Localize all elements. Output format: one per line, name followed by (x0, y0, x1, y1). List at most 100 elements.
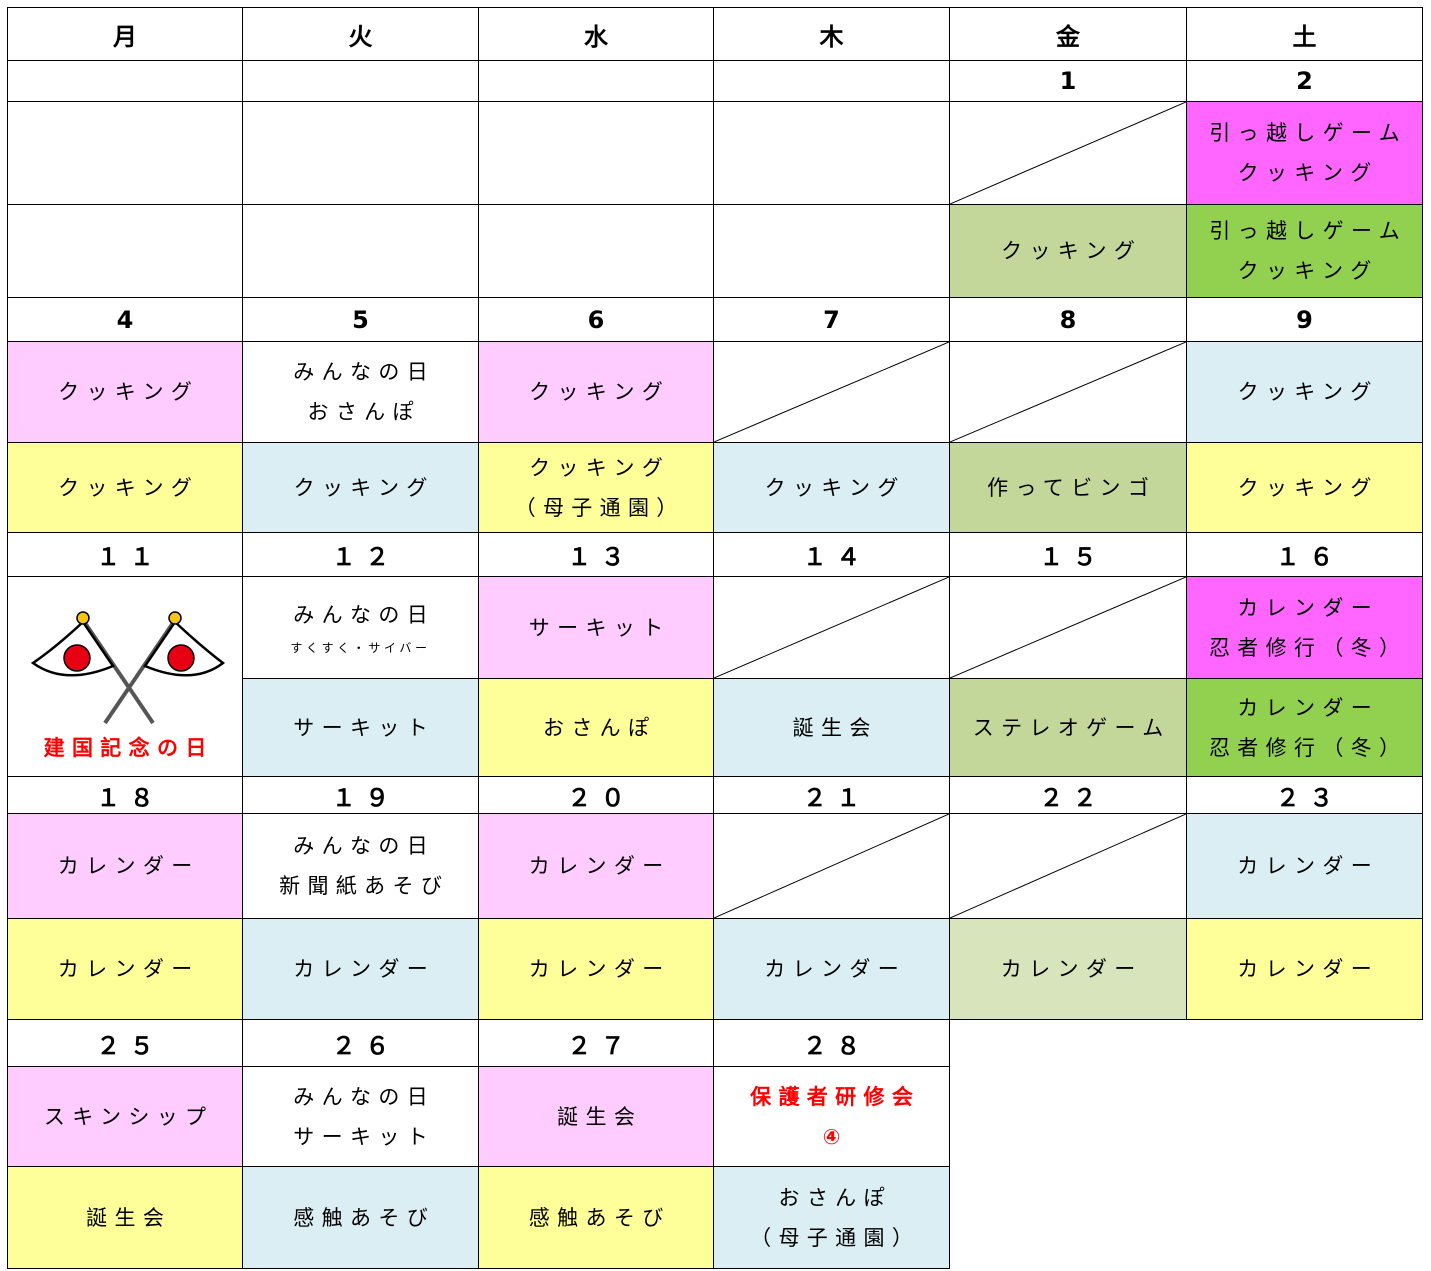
activity-text: クッキング (764, 475, 906, 500)
date-cell (242, 60, 479, 102)
date-label: 1 (1059, 67, 1086, 95)
activity-cell: 保護者研修会 ④ (713, 1066, 950, 1167)
activity-text: カレンダー (1237, 695, 1380, 720)
activity-text: クッキング (529, 455, 671, 480)
activity-cell: 誕生会 (478, 1066, 714, 1167)
activity-text: （母子通園） (514, 495, 685, 520)
activity-cell: 感触あそび (478, 1166, 714, 1269)
activity-cell: みんなの日 すくすく・サイバー (242, 576, 479, 679)
weekday-label: 金 (1056, 22, 1080, 51)
activity-cell: カレンダー (242, 918, 479, 1020)
activity-cell: クッキング （母子通園） (478, 442, 714, 533)
date-cell: 9 (1186, 297, 1423, 342)
date-label: ２５ (96, 1031, 164, 1060)
date-cell (7, 60, 243, 102)
date-label: １３ (567, 543, 635, 571)
activity-cell: みんなの日 新聞紙あそび (242, 813, 479, 919)
date-cell: ２３ (1186, 776, 1423, 814)
activity-text: クッキング (1001, 239, 1143, 263)
date-label: 6 (587, 305, 614, 334)
activity-text: カレンダー (57, 854, 200, 878)
header-cell: 火 (242, 7, 479, 61)
activity-cell: クッキング (7, 442, 243, 533)
activity-cell: みんなの日 サーキット (242, 1066, 479, 1167)
weekday-label: 月 (113, 22, 137, 51)
activity-text: 引っ越しゲーム (1209, 219, 1408, 243)
date-label: ２２ (1039, 783, 1107, 812)
activity-cell: サーキット (478, 576, 714, 679)
date-cell: １４ (713, 532, 950, 577)
activity-text: サーキット (293, 1124, 436, 1149)
activity-text: クッキング (293, 475, 435, 500)
header-cell: 月 (7, 7, 243, 61)
activity-text: クッキング (1237, 259, 1379, 283)
date-cell: １３ (478, 532, 714, 577)
activity-text: おさんぽ (307, 400, 421, 424)
date-cell: １６ (1186, 532, 1423, 577)
activity-cell: 感触あそび (242, 1166, 479, 1269)
activity-cell (713, 341, 950, 443)
header-cell: 金 (949, 7, 1187, 61)
activity-cell: カレンダー (7, 918, 243, 1020)
date-cell (478, 60, 714, 102)
activity-cell: カレンダー 忍者修行（冬） (1186, 576, 1423, 679)
date-label: ２６ (331, 1031, 399, 1060)
slash-line (714, 814, 949, 918)
date-cell: 6 (478, 297, 714, 342)
date-cell: １８ (7, 776, 243, 814)
activity-text: 引っ越しゲーム (1209, 121, 1408, 145)
activity-text: ステレオゲーム (972, 715, 1171, 740)
activity-cell: 誕生会 (7, 1166, 243, 1269)
date-label: １２ (331, 543, 399, 571)
date-label: 8 (1059, 305, 1086, 334)
date-label: 2 (1296, 67, 1323, 95)
date-label: 7 (823, 305, 850, 334)
activity-cell: 引っ越しゲーム クッキング (1186, 204, 1423, 298)
activity-text: 誕生会 (557, 1104, 643, 1129)
date-label: 4 (116, 305, 143, 334)
activity-text: みんなの日 (293, 360, 436, 384)
activity-cell (478, 101, 714, 205)
activity-text: クッキング (1237, 475, 1379, 500)
activity-text: カレンダー (293, 957, 436, 981)
activity-cell (713, 204, 950, 298)
activity-cell: カレンダー (478, 918, 714, 1020)
activity-text: カレンダー (528, 957, 671, 981)
activity-text: みんなの日 (293, 834, 436, 858)
activity-cell: クッキング (478, 341, 714, 443)
activity-text: カレンダー (1000, 957, 1143, 981)
activity-text: おさんぽ (778, 1185, 892, 1210)
date-label: ２８ (802, 1031, 870, 1060)
activity-cell: みんなの日 おさんぽ (242, 341, 479, 443)
activity-cell: 作ってビンゴ (949, 442, 1187, 533)
activity-text: みんなの日 (293, 602, 436, 627)
weekday-label: 火 (348, 22, 373, 51)
slash-line (950, 814, 1186, 918)
activity-cell (478, 204, 714, 298)
activity-cell: クッキング (242, 442, 479, 533)
date-cell: 5 (242, 297, 479, 342)
activity-cell (713, 813, 950, 919)
activity-text: サーキット (528, 615, 671, 640)
date-cell: １９ (242, 776, 479, 814)
activity-cell: おさんぽ （母子通園） (713, 1166, 950, 1269)
header-cell: 木 (713, 7, 950, 61)
activity-cell (242, 204, 479, 298)
activity-cell: クッキング (1186, 341, 1423, 443)
slash-line (714, 577, 949, 678)
activity-cell: サーキット (242, 678, 479, 777)
activity-cell (949, 813, 1187, 919)
activity-text: 誕生会 (792, 715, 878, 740)
activity-cell: 建国記念の日 (7, 576, 243, 777)
activity-text: カレンダー (528, 854, 671, 878)
date-cell: ２５ (7, 1019, 243, 1067)
date-label: ２０ (567, 783, 635, 812)
activity-text: 忍者修行（冬） (1208, 735, 1408, 760)
date-label: １８ (96, 783, 164, 812)
activity-text: カレンダー (57, 957, 200, 981)
slash-line (950, 342, 1186, 442)
activity-text: おさんぽ (542, 715, 657, 740)
date-cell: ２６ (242, 1019, 479, 1067)
activity-text: 誕生会 (86, 1205, 172, 1230)
slash-line (950, 577, 1186, 678)
